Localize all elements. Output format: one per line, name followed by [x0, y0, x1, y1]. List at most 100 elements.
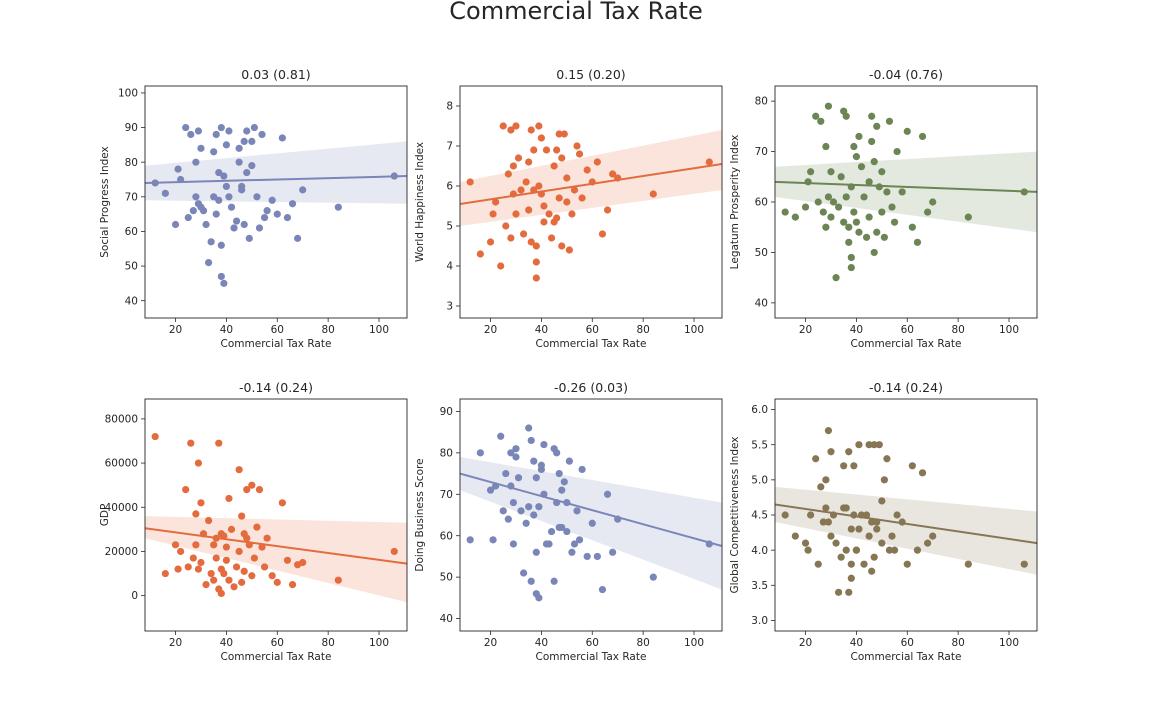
data-point [878, 168, 886, 176]
data-point [804, 178, 812, 186]
data-point [837, 553, 845, 561]
data-point [868, 518, 876, 526]
data-point [837, 173, 845, 181]
data-point [860, 193, 868, 201]
data-point [222, 141, 230, 149]
data-point [207, 238, 215, 246]
data-point [840, 462, 848, 470]
y-axis-label: Doing Business Score [414, 458, 426, 571]
data-point [253, 193, 261, 201]
data-point [868, 137, 876, 146]
data-point [545, 540, 553, 548]
panel-title: 0.03 (0.81) [241, 67, 310, 82]
data-point [248, 162, 256, 170]
x-tick-label: 80 [951, 637, 964, 649]
data-point [283, 213, 292, 222]
data-point [220, 279, 228, 287]
data-point [845, 238, 853, 246]
data-point [187, 130, 195, 139]
data-point [189, 554, 197, 562]
x-tick-label: 40 [850, 324, 863, 336]
data-point [194, 459, 203, 467]
data-point [855, 441, 863, 449]
data-point [210, 193, 218, 201]
y-tick-label: 80 [440, 447, 453, 459]
x-tick-label: 40 [535, 637, 548, 649]
data-point [192, 541, 200, 549]
data-point [225, 576, 233, 584]
data-point [243, 485, 251, 494]
data-point [893, 511, 901, 519]
data-point [791, 532, 799, 540]
data-point [865, 532, 873, 540]
data-point [855, 132, 863, 141]
data-point [875, 441, 883, 449]
x-tick-label: 60 [586, 324, 599, 336]
data-point [499, 507, 507, 515]
data-point [924, 208, 932, 216]
data-point [192, 158, 200, 166]
y-tick-label: 7 [446, 141, 453, 153]
y-tick-label: 80 [125, 157, 138, 169]
data-point [588, 519, 596, 527]
data-point [161, 189, 169, 197]
data-point [273, 210, 281, 218]
data-point [232, 217, 241, 225]
data-point [814, 198, 822, 206]
data-point [535, 594, 543, 602]
data-point [1020, 560, 1028, 568]
data-point [222, 543, 230, 551]
y-axis-label: World Happiness Index [414, 142, 426, 262]
data-point [817, 483, 825, 491]
data-point [964, 213, 972, 221]
data-point [225, 494, 233, 503]
data-point [850, 208, 858, 216]
data-point [842, 112, 850, 120]
data-point [466, 178, 474, 186]
y-axis-label: Legatum Prosperity Index [729, 135, 741, 270]
data-point [870, 158, 878, 166]
data-point [507, 449, 515, 457]
data-point [278, 134, 286, 142]
data-point [240, 220, 248, 229]
panel-2: 20 40 60 80 100 3 4 5 6 7 8 0.15 (0.20) Commercial T… [414, 67, 723, 350]
data-point [512, 445, 520, 453]
data-point [222, 556, 230, 564]
x-tick-label: 80 [636, 637, 649, 649]
data-point [824, 102, 833, 110]
data-point [807, 168, 815, 176]
data-point [570, 540, 579, 548]
data-point [161, 569, 169, 578]
data-point [177, 547, 185, 556]
data-point [507, 234, 515, 242]
data-point [873, 525, 881, 533]
data-point [476, 449, 484, 457]
data-point [217, 241, 225, 249]
data-point [781, 511, 789, 519]
data-point [253, 523, 261, 531]
data-point [553, 146, 561, 154]
data-point [255, 224, 264, 232]
data-point [827, 213, 835, 221]
data-point [575, 150, 584, 158]
data-point [563, 198, 571, 206]
data-point [558, 523, 566, 532]
data-point [537, 465, 545, 474]
data-point [217, 272, 225, 281]
data-point [824, 518, 833, 526]
x-tick-label: 100 [999, 637, 1019, 649]
panel-title: -0.26 (0.03) [554, 380, 628, 395]
data-point [194, 127, 203, 135]
data-point [390, 547, 398, 556]
data-point [210, 148, 218, 156]
data-point [852, 546, 860, 554]
data-point [609, 170, 617, 178]
data-point [649, 190, 657, 198]
data-point [248, 137, 256, 146]
x-tick-label: 40 [850, 637, 863, 649]
plot-frame [144, 398, 408, 632]
data-point [243, 127, 251, 135]
data-point [842, 546, 850, 554]
data-point [238, 578, 246, 586]
data-point [514, 474, 523, 482]
